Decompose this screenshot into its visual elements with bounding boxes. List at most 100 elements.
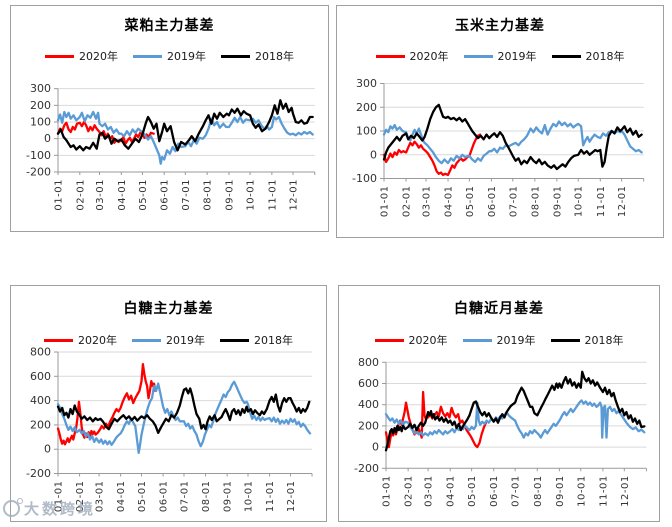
y-tick-label: 100 [356,125,377,138]
x-tick-label: 12-01 [617,186,628,218]
chart-title: 玉米主力基差 [455,18,545,34]
series-line-2018年 [56,99,314,152]
legend-item: 2020年 [44,332,117,348]
x-tick-label: 02-01 [404,475,415,507]
x-tick-label: 07-01 [181,179,192,211]
series-line-2019年 [56,380,312,454]
chart-title: 白糖近月基差 [454,301,544,317]
y-tick-label: 400 [358,398,379,411]
legend-swatch [132,338,161,342]
legend-swatch [462,338,492,342]
y-tick-label: 200 [356,101,377,114]
y-tick-label: -100 [26,149,51,162]
y-tick-label: 400 [30,394,51,407]
x-tick-label: 11-01 [598,475,609,507]
x-tick-label: 11-01 [596,186,607,218]
x-tick-label: 09-01 [224,179,235,211]
chart-panel-sugar-main-basis: 白糖主力基差 2020年 2019年 2018年 -200 0 200 400 600 800… [10,285,327,522]
chart-panel-rapeseed-meal-main-basis: 菜粕主力基差 2020年 2019年 2018年 -200 -100 0 100 200 30… [10,5,329,232]
x-tick-label: 03-01 [95,179,106,211]
legend-label: 2018年 [585,50,625,63]
x-tick-label: 03-01 [424,475,435,507]
legend-label: 2020年 [408,334,448,347]
legend-label: 2018年 [254,334,293,347]
legend-swatch [551,54,581,58]
y-tick-label: 200 [358,419,379,432]
series-line-2018年 [382,103,643,171]
x-tick-label: 01-01 [54,481,65,513]
x-tick-label: 07-01 [511,475,522,507]
x-tick-label: 06-01 [159,481,170,513]
legend-label: 2019年 [166,334,205,347]
legend-label: 2019年 [167,50,206,63]
legend-item: 2018年 [550,332,624,348]
x-tick-label: 01-01 [54,179,65,211]
chart-legend: 2020年 2019年 2018年 [11,48,328,64]
legend-label: 2019年 [497,50,537,63]
x-tick-label: 07-01 [508,186,519,218]
series-line-2018年 [56,387,311,434]
legend-swatch [463,54,493,58]
chart-panel-corn-main-basis: 玉米主力基差 2020年 2019年 2018年 -100 0 100 200 300 01-… [336,5,664,238]
legend-item: 2020年 [45,48,118,64]
legend-label: 2018年 [255,50,294,63]
y-tick-label: 0 [44,132,51,145]
legend-swatch [220,338,249,342]
x-tick-label: 12-01 [286,481,297,513]
series-line-2019年 [56,110,314,165]
y-tick-label: 0 [372,441,379,454]
x-tick-label: 04-01 [116,481,127,513]
x-tick-label: 08-01 [203,179,214,211]
x-tick-label: 08-01 [530,186,541,218]
chart-plot: -200 0 200 400 600 800 01-01 02-01 03-01 04-01 05-… [354,356,647,507]
x-tick-label: 03-01 [421,186,432,218]
legend-item: 2018年 [551,48,625,64]
legend-swatch [133,54,162,58]
legend-item: 2019年 [133,48,206,64]
x-tick-label: 06-01 [487,186,498,218]
y-tick-label: 600 [30,370,51,383]
legend-item: 2020年 [374,332,448,348]
x-tick-label: 06-01 [489,475,500,507]
chart-plot: -100 0 100 200 300 01-01 02-01 03-01 04-01 05-01 0… [352,77,645,218]
legend-item: 2018年 [220,332,293,348]
x-tick-label: 04-01 [117,179,128,211]
x-tick-label: 05-01 [467,475,478,507]
y-tick-label: -200 [26,166,51,179]
series-line-2019年 [384,399,646,439]
legend-swatch [375,54,405,58]
y-tick-label: -100 [352,172,377,185]
legend-label: 2020年 [79,50,118,63]
legend-label: 2020年 [78,334,117,347]
legend-swatch [221,54,250,58]
x-tick-label: 09-01 [555,475,566,507]
chart-title: 白糖主力基差 [123,301,214,317]
chart-legend: 2020年 2019年 2018年 [11,332,326,348]
series-line-2020年 [382,133,482,177]
x-tick-label: 03-01 [95,481,106,513]
y-tick-label: 300 [356,77,377,90]
x-tick-label: 02-01 [75,179,86,211]
y-tick-label: 200 [30,418,51,431]
x-tick-label: 04-01 [444,186,455,218]
y-tick-label: 0 [370,148,377,161]
legend-label: 2020年 [409,50,449,63]
x-tick-label: 10-01 [246,179,257,211]
x-tick-label: 12-01 [620,475,631,507]
y-tick-label: 100 [30,115,51,128]
series-line-2020年 [56,363,157,446]
x-tick-label: 06-01 [160,179,171,211]
legend-swatch [550,338,580,342]
y-tick-label: 800 [358,356,379,369]
chart-legend: 2020年 2019年 2018年 [339,332,659,348]
y-tick-label: -200 [354,462,379,475]
series-line-2018年 [384,370,646,452]
legend-item: 2019年 [462,332,536,348]
x-tick-label: 04-01 [446,475,457,507]
x-tick-label: 11-01 [265,481,276,513]
legend-label: 2019年 [496,334,536,347]
x-tick-label: 08-01 [533,475,544,507]
y-tick-label: 200 [30,99,51,112]
chart-title: 菜粕主力基差 [124,18,215,34]
